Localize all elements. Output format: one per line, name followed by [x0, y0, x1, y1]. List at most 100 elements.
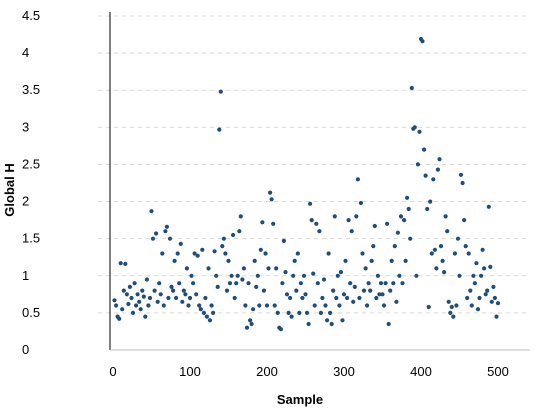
data-point: [221, 236, 226, 241]
y-tick-labels: 0 0.5 1 1.5 2 2.5 3 3.5 4 4.5: [22, 8, 40, 357]
data-point: [218, 89, 223, 94]
data-point: [189, 273, 194, 278]
data-point: [431, 177, 436, 182]
y-tick-label: 2: [22, 194, 29, 209]
data-point: [255, 273, 260, 278]
data-point: [308, 201, 313, 206]
data-point: [471, 273, 476, 278]
data-point: [214, 273, 219, 278]
data-point: [448, 310, 453, 315]
data-point: [386, 321, 391, 327]
data-point: [297, 310, 302, 315]
data-point: [309, 218, 314, 223]
data-point: [147, 295, 153, 301]
data-point: [406, 206, 411, 212]
data-point: [354, 214, 359, 219]
data-point: [123, 261, 128, 266]
data-point: [166, 295, 171, 301]
data-point: [257, 303, 262, 308]
data-point: [192, 251, 197, 256]
data-point: [132, 281, 137, 286]
data-point: [240, 277, 245, 282]
data-point: [186, 303, 191, 308]
data-point: [248, 318, 253, 323]
data-point: [138, 307, 143, 312]
data-point: [338, 270, 343, 275]
data-point: [445, 229, 450, 234]
data-point: [244, 325, 250, 330]
data-point: [495, 301, 501, 306]
data-point: [292, 258, 297, 263]
data-point: [394, 299, 399, 304]
x-tick-label: 400: [410, 364, 432, 379]
data-point: [227, 281, 233, 286]
data-point: [144, 277, 149, 282]
data-point: [140, 288, 145, 293]
data-point: [385, 221, 390, 226]
data-point: [428, 199, 433, 204]
data-point: [197, 303, 202, 308]
data-point: [463, 244, 468, 249]
data-point: [462, 218, 467, 223]
y-tick-label: 3.5: [22, 82, 40, 97]
data-point: [314, 221, 319, 226]
data-point: [372, 223, 377, 229]
data-point: [415, 162, 420, 167]
data-point: [355, 177, 360, 182]
data-point: [449, 304, 454, 310]
x-axis-title: Sample: [277, 392, 323, 407]
data-point: [446, 299, 451, 304]
data-point: [177, 281, 182, 286]
data-point: [154, 231, 159, 236]
data-point: [366, 281, 371, 286]
data-point: [160, 251, 165, 256]
data-point: [358, 200, 363, 206]
data-point: [395, 230, 400, 235]
data-point: [391, 281, 396, 286]
data-point: [389, 258, 394, 263]
data-point: [167, 236, 173, 241]
data-point: [232, 295, 237, 301]
data-point: [488, 264, 493, 269]
data-point: [283, 270, 288, 275]
data-point: [243, 303, 248, 308]
data-point: [374, 295, 379, 301]
y-tick-label: 3: [22, 119, 29, 134]
data-point: [161, 303, 166, 308]
data-point: [258, 247, 263, 252]
data-point: [209, 303, 214, 308]
data-point: [249, 321, 254, 327]
data-point: [251, 307, 256, 312]
data-point: [343, 258, 348, 263]
data-point: [301, 273, 307, 278]
data-point: [434, 266, 439, 271]
data-point: [271, 221, 276, 226]
data-point: [260, 220, 265, 225]
data-point: [294, 288, 299, 293]
data-point: [229, 273, 234, 278]
y-tick-label: 0: [22, 342, 29, 357]
data-point: [183, 292, 188, 297]
data-point: [409, 85, 414, 91]
data-point: [341, 292, 347, 297]
data-point: [363, 266, 368, 271]
data-point: [114, 303, 119, 308]
data-point: [408, 236, 413, 241]
data-point: [335, 273, 340, 278]
data-point: [143, 314, 148, 319]
data-point: [306, 321, 311, 327]
data-point: [171, 288, 176, 293]
data-point: [482, 266, 487, 271]
data-point: [472, 281, 477, 286]
gridlines: [98, 15, 530, 314]
data-point: [261, 288, 266, 293]
data-point: [348, 281, 353, 286]
data-point: [377, 292, 382, 297]
data-point: [491, 284, 496, 289]
data-point: [365, 303, 370, 308]
data-point: [474, 261, 479, 266]
data-point: [485, 288, 490, 293]
data-point: [112, 298, 117, 303]
data-point: [268, 190, 273, 195]
data-points: [112, 36, 501, 332]
